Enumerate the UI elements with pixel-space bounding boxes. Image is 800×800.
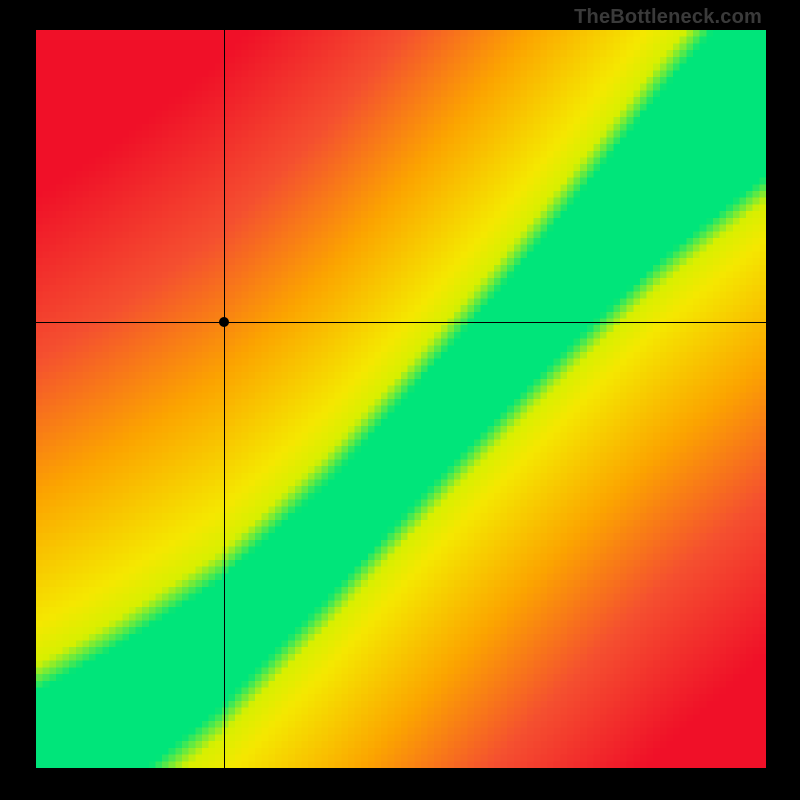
crosshair-horizontal: [36, 322, 766, 323]
crosshair-vertical: [224, 30, 225, 768]
heatmap-canvas: [36, 30, 766, 768]
heatmap-plot: [36, 30, 766, 768]
watermark-text: TheBottleneck.com: [574, 6, 762, 29]
crosshair-marker: [219, 317, 229, 327]
